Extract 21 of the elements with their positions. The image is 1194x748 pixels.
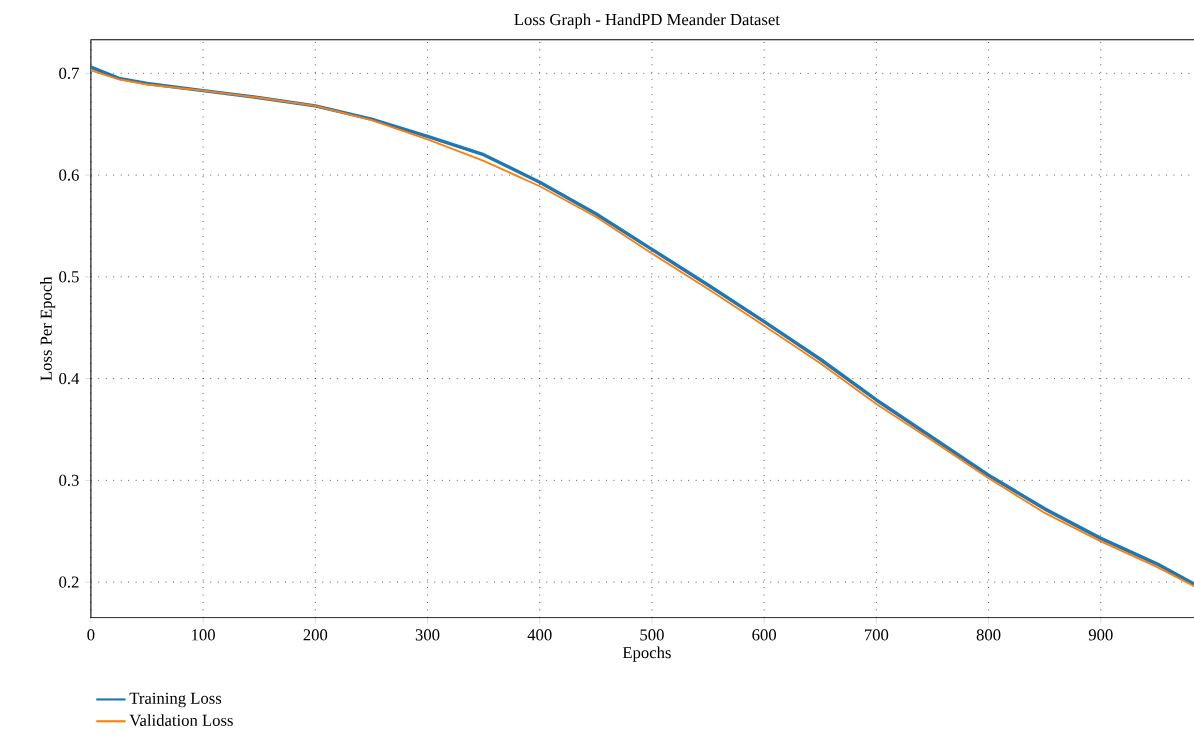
x-tick-label: 200 (303, 629, 328, 641)
y-tick-label: 0.6 (59, 169, 79, 181)
y-tick-label: 0.4 (59, 372, 80, 385)
y-tick-label: 0.3 (59, 474, 79, 487)
x-tick-label: 800 (976, 629, 1001, 641)
y-tick-label: 0.5 (59, 271, 79, 283)
x-tick-label: 0 (87, 629, 95, 641)
y-tick-label: 0.7 (59, 67, 79, 79)
legend-label: Training Loss (129, 692, 222, 708)
chart-title: Loss Graph - HandPD Meander Dataset (514, 13, 780, 29)
x-tick-label: 600 (752, 629, 777, 641)
y-tick-label: 0.2 (59, 576, 79, 588)
x-tick-label: 100 (192, 629, 215, 641)
x-tick-label: 700 (864, 629, 889, 641)
x-tick-label: 500 (640, 629, 664, 641)
legend-label: Validation Loss (129, 714, 233, 727)
x-tick-label: 900 (1088, 629, 1113, 641)
y-axis-title: Loss Per Epoch (40, 276, 56, 381)
x-tick-label: 300 (415, 629, 440, 641)
x-tick-label: 400 (527, 629, 552, 641)
x-axis-title: Epochs (622, 646, 671, 662)
